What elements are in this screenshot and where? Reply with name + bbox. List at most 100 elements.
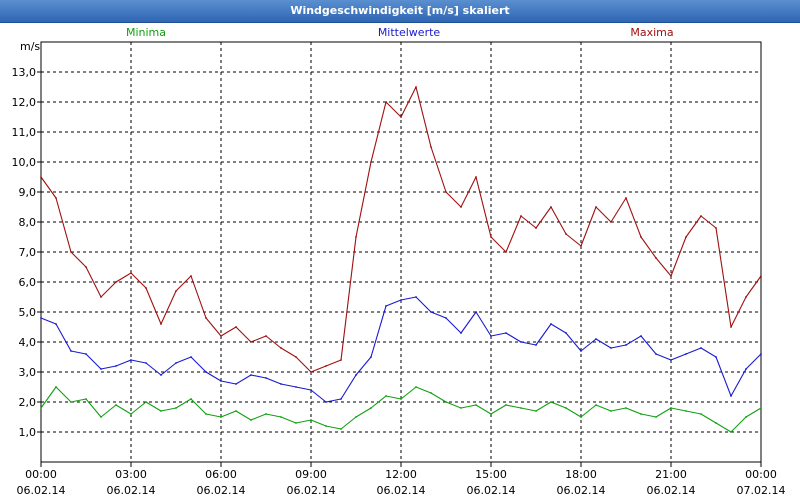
data-point-minima [70, 401, 72, 403]
data-point-maxima [715, 227, 717, 229]
data-point-maxima [55, 197, 57, 199]
data-point-minima [460, 407, 462, 409]
data-point-mittelwerte [700, 347, 702, 349]
x-tick-label-date: 07.02.14 [737, 484, 786, 497]
data-point-maxima [250, 341, 252, 343]
wind-speed-chart: 1,02,03,04,05,06,07,08,09,010,011,012,01… [0, 0, 800, 500]
data-point-minima [565, 407, 567, 409]
y-axis-label: m/s [20, 40, 40, 53]
data-point-minima [595, 404, 597, 406]
data-point-mittelwerte [505, 332, 507, 334]
data-point-minima [685, 410, 687, 412]
legend: Minima Mittelwerte Maxima [126, 26, 674, 39]
data-point-minima [430, 392, 432, 394]
legend-entry-mittelwerte: Mittelwerte [378, 26, 441, 39]
data-point-mittelwerte [325, 401, 327, 403]
data-point-mittelwerte [250, 374, 252, 376]
data-point-minima [760, 407, 762, 409]
data-point-mittelwerte [280, 383, 282, 385]
data-point-minima [520, 407, 522, 409]
data-point-minima [610, 410, 612, 412]
x-tick-label-date: 06.02.14 [557, 484, 606, 497]
y-tick-label: 11,0 [12, 126, 37, 139]
data-point-mittelwerte [70, 350, 72, 352]
data-point-minima [295, 422, 297, 424]
data-point-maxima [370, 161, 372, 163]
window-title: Windgeschwindigkeit [m/s] skaliert [0, 0, 800, 23]
y-tick-label: 1,0 [19, 426, 37, 439]
x-tick-label-time: 18:00 [565, 468, 597, 481]
data-point-minima [445, 401, 447, 403]
data-point-maxima [640, 236, 642, 238]
data-point-maxima [610, 221, 612, 223]
x-tick-label-time: 03:00 [115, 468, 147, 481]
data-point-maxima [670, 275, 672, 277]
data-point-minima [280, 416, 282, 418]
data-point-minima [505, 404, 507, 406]
data-point-mittelwerte [340, 398, 342, 400]
data-point-minima [40, 407, 42, 409]
data-point-minima [55, 386, 57, 388]
legend-entry-maxima: Maxima [630, 26, 673, 39]
data-point-maxima [655, 257, 657, 259]
data-point-minima [385, 395, 387, 397]
data-point-mittelwerte [670, 359, 672, 361]
y-tick-label: 4,0 [19, 336, 37, 349]
data-point-mittelwerte [535, 344, 537, 346]
data-point-maxima [505, 251, 507, 253]
data-point-maxima [115, 281, 117, 283]
data-point-maxima [535, 227, 537, 229]
x-tick-label-date: 06.02.14 [467, 484, 516, 497]
data-point-maxima [340, 359, 342, 361]
x-tick-label-date: 06.02.14 [647, 484, 696, 497]
y-tick-label: 12,0 [12, 96, 37, 109]
data-point-mittelwerte [760, 353, 762, 355]
x-tick-label-time: 09:00 [295, 468, 327, 481]
data-point-maxima [310, 371, 312, 373]
data-point-mittelwerte [115, 365, 117, 367]
data-point-mittelwerte [385, 305, 387, 307]
data-point-minima [745, 416, 747, 418]
data-point-minima [175, 407, 177, 409]
data-point-maxima [100, 296, 102, 298]
y-tick-label: 6,0 [19, 276, 37, 289]
y-tick-label: 7,0 [19, 246, 37, 259]
x-tick-label-time: 15:00 [475, 468, 507, 481]
data-point-mittelwerte [475, 311, 477, 313]
data-point-minima [355, 416, 357, 418]
data-point-minima [580, 416, 582, 418]
data-point-minima [115, 404, 117, 406]
data-point-maxima [130, 272, 132, 274]
y-tick-label: 8,0 [19, 216, 37, 229]
data-point-mittelwerte [580, 350, 582, 352]
data-point-minima [370, 407, 372, 409]
data-point-minima [100, 416, 102, 418]
data-point-maxima [625, 197, 627, 199]
data-point-mittelwerte [610, 347, 612, 349]
data-point-minima [265, 413, 267, 415]
data-point-mittelwerte [310, 389, 312, 391]
data-point-maxima [280, 347, 282, 349]
data-point-mittelwerte [160, 374, 162, 376]
data-point-maxima [595, 206, 597, 208]
x-tick-label-date: 06.02.14 [377, 484, 426, 497]
data-point-minima [490, 413, 492, 415]
data-point-minima [190, 398, 192, 400]
data-point-mittelwerte [40, 317, 42, 319]
data-point-mittelwerte [130, 359, 132, 361]
y-tick-label: 3,0 [19, 366, 37, 379]
data-point-mittelwerte [565, 332, 567, 334]
data-point-maxima [550, 206, 552, 208]
x-tick-label-date: 06.02.14 [107, 484, 156, 497]
data-point-maxima [460, 206, 462, 208]
data-point-maxima [385, 101, 387, 103]
x-tick-label-date: 06.02.14 [287, 484, 336, 497]
data-point-mittelwerte [295, 386, 297, 388]
data-point-minima [655, 416, 657, 418]
y-tick-label: 13,0 [12, 66, 37, 79]
data-point-mittelwerte [640, 335, 642, 337]
data-point-mittelwerte [490, 335, 492, 337]
data-point-maxima [580, 245, 582, 247]
data-point-minima [205, 413, 207, 415]
data-point-minima [730, 431, 732, 433]
